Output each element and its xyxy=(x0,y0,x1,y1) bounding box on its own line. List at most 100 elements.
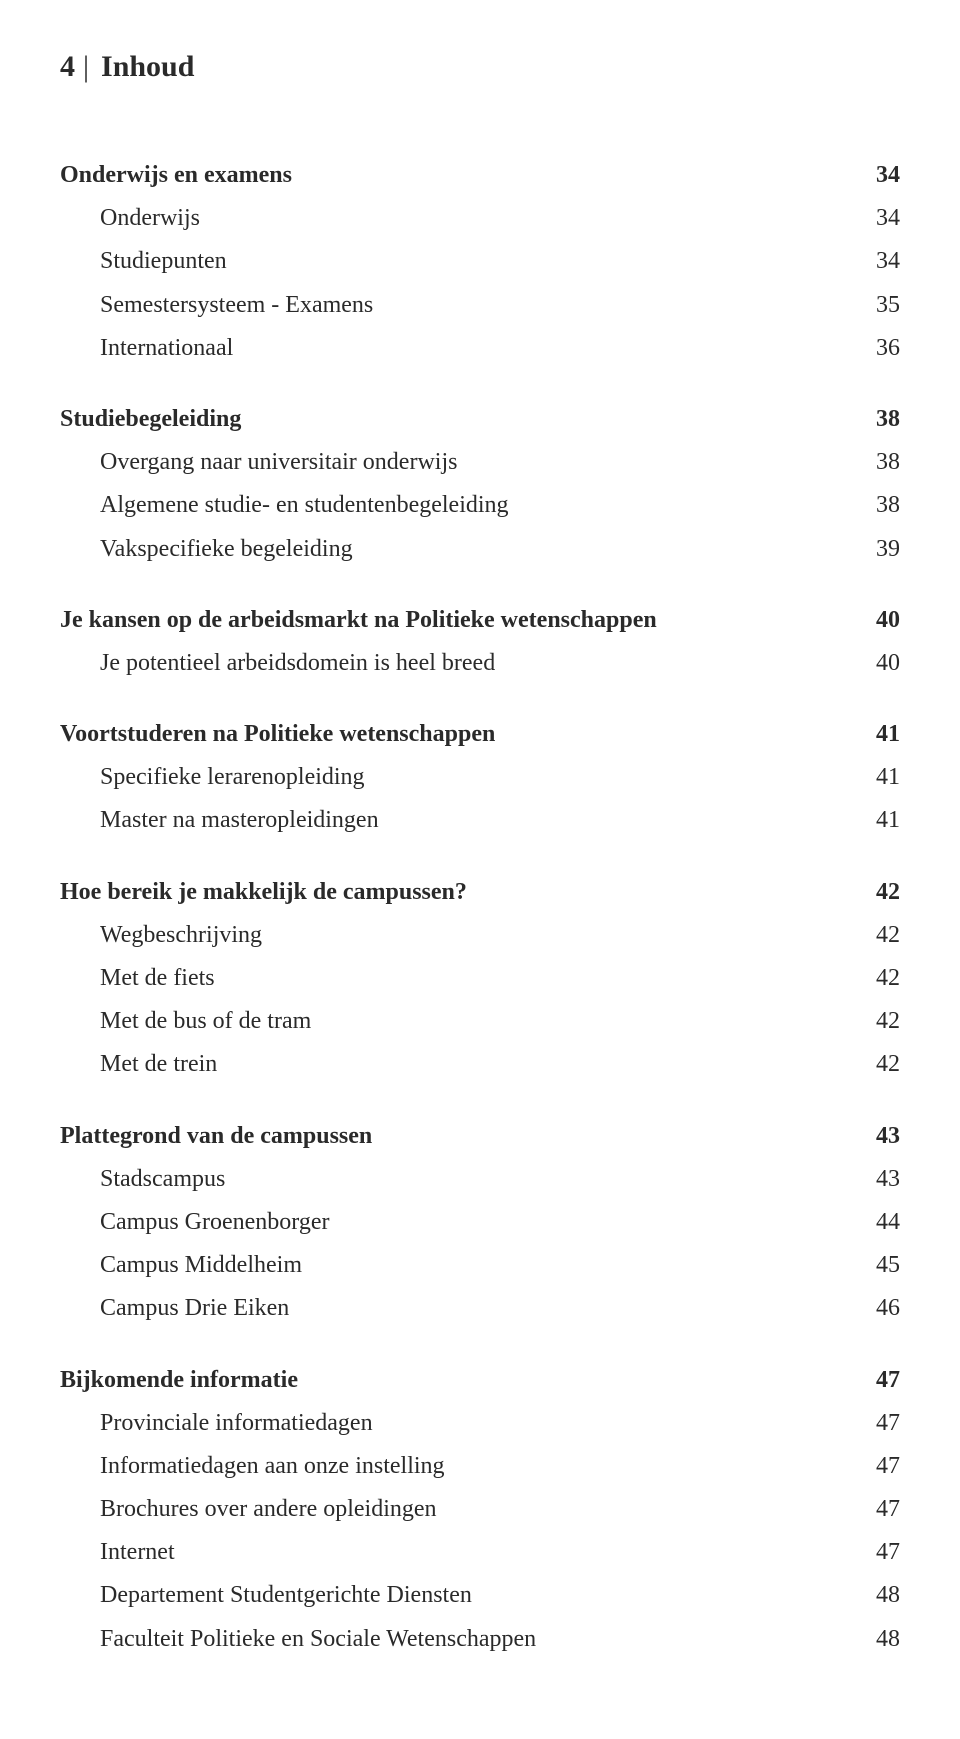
toc-entry-label: Overgang naar universitair onderwijs xyxy=(60,444,457,481)
toc-entry-page: 38 xyxy=(850,449,900,476)
toc-entry: Informatiedagen aan onze instelling 47 xyxy=(60,1445,900,1488)
toc-entry-label: Provinciale informatiedagen xyxy=(60,1405,373,1442)
toc-entry-label: Met de fiets xyxy=(60,960,215,997)
toc-entry: Met de bus of de tram 42 xyxy=(60,1000,900,1043)
toc-entry-label: Studiepunten xyxy=(60,243,227,280)
toc-entry: Provinciale informatiedagen 47 xyxy=(60,1402,900,1445)
toc-entry-label: Campus Drie Eiken xyxy=(60,1290,289,1327)
toc-entry-page: 44 xyxy=(850,1209,900,1236)
toc-entry: Faculteit Politieke en Sociale Wetenscha… xyxy=(60,1618,900,1661)
toc-heading-label: Plattegrond van de campussen xyxy=(60,1118,372,1155)
toc-entry-label: Wegbeschrijving xyxy=(60,917,262,954)
toc-entry-label: Campus Middelheim xyxy=(60,1247,302,1284)
toc-heading-page: 34 xyxy=(850,162,900,189)
toc-heading-page: 41 xyxy=(850,721,900,748)
toc-entry-label: Internationaal xyxy=(60,330,233,367)
page-number: 4 xyxy=(60,50,75,84)
toc-entry-label: Algemene studie- en studentenbegeleiding xyxy=(60,487,509,524)
toc-entry-page: 47 xyxy=(850,1539,900,1566)
toc-entry: Master na masteropleidingen 41 xyxy=(60,799,900,842)
page-title: Inhoud xyxy=(101,50,194,84)
toc-entry-page: 39 xyxy=(850,536,900,563)
toc-entry: Je potentieel arbeidsdomein is heel bree… xyxy=(60,642,900,685)
toc-entry-page: 42 xyxy=(850,1008,900,1035)
toc-entry-label: Stadscampus xyxy=(60,1161,225,1198)
toc-entry: Semestersysteem - Examens 35 xyxy=(60,284,900,327)
toc-entry: Brochures over andere opleidingen 47 xyxy=(60,1488,900,1531)
header-divider: | xyxy=(83,50,89,84)
toc-entry-page: 47 xyxy=(850,1453,900,1480)
toc-section: Bijkomende informatie47Provinciale infor… xyxy=(60,1359,900,1661)
toc-entry-page: 47 xyxy=(850,1410,900,1437)
toc-section-heading: Voortstuderen na Politieke wetenschappen… xyxy=(60,713,900,756)
toc-entry: Onderwijs 34 xyxy=(60,197,900,240)
toc-entry-page: 42 xyxy=(850,965,900,992)
toc-entry: Internet 47 xyxy=(60,1531,900,1574)
toc-entry-label: Semestersysteem - Examens xyxy=(60,287,373,324)
toc-entry-label: Met de trein xyxy=(60,1046,217,1083)
toc-section: Hoe bereik je makkelijk de campussen? 42 W… xyxy=(60,871,900,1087)
toc-entry-page: 48 xyxy=(850,1626,900,1653)
toc-entry-label: Onderwijs xyxy=(60,200,200,237)
toc-section: Onderwijs en examens34Onderwijs34Studiep… xyxy=(60,154,900,370)
toc-heading-page: 40 xyxy=(850,607,900,634)
toc-section: Studiebegeleiding 38 Overgang naar univers… xyxy=(60,398,900,571)
toc-section: Plattegrond van de campussen43Stadscampu… xyxy=(60,1115,900,1331)
toc-section-heading: Plattegrond van de campussen 43 xyxy=(60,1115,900,1158)
toc-entry-label: Specifieke lerarenopleiding xyxy=(60,759,365,796)
toc-entry-page: 38 xyxy=(850,492,900,519)
toc-entry-label: Informatiedagen aan onze instelling xyxy=(60,1448,445,1485)
toc-section: Voortstuderen na Politieke wetenschappen… xyxy=(60,713,900,843)
toc-entry-page: 47 xyxy=(850,1496,900,1523)
toc-heading-label: Bijkomende informatie xyxy=(60,1362,298,1399)
toc-heading-label: Hoe bereik je makkelijk de campussen? xyxy=(60,874,467,911)
toc-entry-page: 34 xyxy=(850,205,900,232)
toc-section-heading: Onderwijs en examens 34 xyxy=(60,154,900,197)
toc-entry: Departement Studentgerichte Diensten 48 xyxy=(60,1574,900,1617)
toc-heading-page: 43 xyxy=(850,1123,900,1150)
toc-entry: Studiepunten 34 xyxy=(60,240,900,283)
toc-section-heading: Hoe bereik je makkelijk de campussen? 42 xyxy=(60,871,900,914)
toc-entry-label: Faculteit Politieke en Sociale Wetenscha… xyxy=(60,1621,536,1658)
toc-section-heading: Je kansen op de arbeidsmarkt na Politiek… xyxy=(60,599,900,642)
toc-entry-label: Departement Studentgerichte Diensten xyxy=(60,1577,472,1614)
toc-entry-label: Internet xyxy=(60,1534,175,1571)
toc-heading-label: Onderwijs en examens xyxy=(60,157,292,194)
toc-heading-label: Voortstuderen na Politieke wetenschappen xyxy=(60,716,495,753)
toc-heading-label: Je kansen op de arbeidsmarkt na Politiek… xyxy=(60,602,657,639)
toc-entry: Met de trein 42 xyxy=(60,1043,900,1086)
toc-entry: Campus Middelheim 45 xyxy=(60,1244,900,1287)
toc-entry-label: Master na masteropleidingen xyxy=(60,802,379,839)
toc-entry-label: Brochures over andere opleidingen xyxy=(60,1491,437,1528)
toc-entry-page: 40 xyxy=(850,650,900,677)
toc-entry: Specifieke lerarenopleiding 41 xyxy=(60,756,900,799)
toc-entry: Stadscampus 43 xyxy=(60,1158,900,1201)
toc-entry-page: 42 xyxy=(850,1051,900,1078)
toc-entry: Algemene studie- en studentenbegeleiding… xyxy=(60,484,900,527)
toc-entry-page: 43 xyxy=(850,1166,900,1193)
toc-section-heading: Bijkomende informatie 47 xyxy=(60,1359,900,1402)
toc-entry-label: Met de bus of de tram xyxy=(60,1003,311,1040)
toc-entry-page: 41 xyxy=(850,764,900,791)
toc-heading-label: Studiebegeleiding xyxy=(60,401,241,438)
toc-entry-page: 48 xyxy=(850,1582,900,1609)
toc-heading-page: 42 xyxy=(850,879,900,906)
toc-entry-page: 36 xyxy=(850,335,900,362)
toc-entry-page: 34 xyxy=(850,248,900,275)
page-header: 4 | Inhoud xyxy=(60,50,900,84)
toc-heading-page: 38 xyxy=(850,406,900,433)
toc-entry-page: 35 xyxy=(850,292,900,319)
toc-entry: Vakspecifieke begeleiding 39 xyxy=(60,528,900,571)
toc-entry-label: Je potentieel arbeidsdomein is heel bree… xyxy=(60,645,495,682)
toc-entry-label: Campus Groenenborger xyxy=(60,1204,330,1241)
toc-section: Je kansen op de arbeidsmarkt na Politiek… xyxy=(60,599,900,685)
toc-entry-label: Vakspecifieke begeleiding xyxy=(60,531,353,568)
toc-entry: Campus Drie Eiken 46 xyxy=(60,1287,900,1330)
toc-entry-page: 41 xyxy=(850,807,900,834)
toc-heading-page: 47 xyxy=(850,1367,900,1394)
toc-entry: Met de fiets 42 xyxy=(60,957,900,1000)
table-of-contents: Onderwijs en examens34Onderwijs34Studiep… xyxy=(60,154,900,1661)
toc-entry-page: 46 xyxy=(850,1295,900,1322)
toc-entry-page: 45 xyxy=(850,1252,900,1279)
toc-entry: Wegbeschrijving42 xyxy=(60,914,900,957)
